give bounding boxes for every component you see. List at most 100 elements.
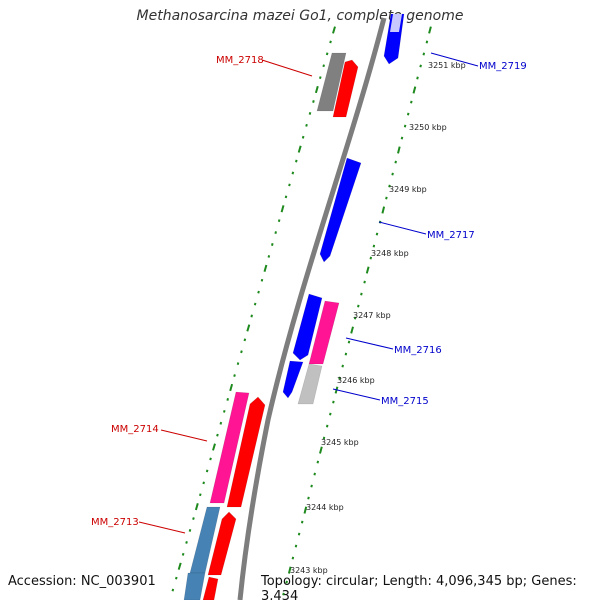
gene-label-MM_2714[interactable]: MM_2714 xyxy=(111,424,159,435)
tick-mark xyxy=(284,195,288,199)
tick-mark xyxy=(199,493,202,497)
tick-mark xyxy=(297,532,301,536)
tick-mark xyxy=(303,506,308,514)
gene-label-MM_2713[interactable]: MM_2713 xyxy=(91,517,139,528)
tick-mark xyxy=(375,232,379,236)
tick-mark xyxy=(288,183,291,187)
tick-mark xyxy=(192,517,195,520)
tick-mark xyxy=(181,552,185,556)
tick-mark xyxy=(236,362,240,366)
tick-mark xyxy=(406,112,410,116)
tick-mark xyxy=(297,145,302,153)
kbp-label: 3247 kbp xyxy=(353,311,391,320)
gene-MM_2717-cds[interactable] xyxy=(319,157,362,263)
tick-mark xyxy=(209,457,212,461)
tick-mark xyxy=(194,503,199,511)
gene-MM_2714-pink-block[interactable] xyxy=(209,391,250,504)
gene-MM_2715-cds[interactable] xyxy=(282,360,304,399)
gene-MM_2714-red-arrow[interactable] xyxy=(226,396,266,508)
tick-mark xyxy=(212,443,216,451)
tick-mark xyxy=(381,206,386,214)
tick-mark xyxy=(338,376,341,380)
tick-mark xyxy=(308,112,312,115)
tick-mark xyxy=(243,338,247,342)
gene-MM_2718-red-arrow[interactable] xyxy=(332,59,359,118)
tick-mark xyxy=(300,520,304,524)
tick-mark xyxy=(322,64,325,68)
tick-mark xyxy=(301,135,305,139)
tick-mark xyxy=(316,460,320,464)
tick-mark xyxy=(363,280,366,284)
outer-tick-track xyxy=(282,26,432,596)
tick-mark xyxy=(223,409,226,413)
tick-mark xyxy=(291,556,295,560)
kbp-label: 3245 kbp xyxy=(321,438,359,447)
gene-label-MM_2718[interactable]: MM_2718 xyxy=(216,55,264,66)
tick-mark xyxy=(267,255,271,258)
tick-mark xyxy=(260,278,264,282)
tick-mark xyxy=(332,26,336,34)
gene-label-MM_2715[interactable]: MM_2715 xyxy=(381,396,429,407)
tick-mark xyxy=(416,76,419,80)
tick-mark xyxy=(291,171,295,175)
kbp-label: 3248 kbp xyxy=(371,249,409,258)
tick-mark xyxy=(325,424,329,428)
tick-mark xyxy=(277,219,281,223)
tick-mark xyxy=(282,592,285,596)
tick-mark xyxy=(205,469,209,473)
tick-mark xyxy=(274,231,277,234)
tick-mark xyxy=(263,264,268,272)
kbp-label: 3250 kbp xyxy=(409,123,447,132)
gene-MM_2719-rna[interactable] xyxy=(390,14,402,32)
gene-bottom-red-arrow[interactable] xyxy=(202,576,219,600)
gene-bottom-steelblue-block[interactable] xyxy=(183,572,206,600)
tick-mark xyxy=(394,160,397,164)
tick-mark xyxy=(171,588,175,592)
genome-backbone xyxy=(237,17,387,600)
gene-MM_2716-pink-block[interactable] xyxy=(308,300,340,365)
gene-label-MM_2717[interactable]: MM_2717 xyxy=(427,230,475,241)
tick-mark xyxy=(400,136,404,140)
tick-mark xyxy=(295,159,298,163)
tick-mark xyxy=(365,266,370,274)
callout-line xyxy=(378,221,427,235)
tick-mark xyxy=(216,433,219,437)
tick-mark xyxy=(314,85,319,94)
gene-label-MM_2719[interactable]: MM_2719 xyxy=(479,61,527,72)
tick-mark xyxy=(344,352,348,356)
tick-mark xyxy=(319,446,323,454)
kbp-label: 3249 kbp xyxy=(389,185,427,194)
tick-mark xyxy=(372,244,376,248)
tick-mark xyxy=(428,26,432,34)
tick-mark xyxy=(233,374,236,377)
tick-mark xyxy=(329,412,332,416)
tick-mark xyxy=(246,324,251,332)
callout-line xyxy=(332,388,381,401)
tick-mark xyxy=(253,302,257,306)
tick-mark xyxy=(257,290,260,294)
tick-mark xyxy=(388,184,391,188)
gene-MM_2713-red-arrow[interactable] xyxy=(207,511,237,576)
tick-mark xyxy=(226,398,229,401)
tick-mark xyxy=(425,40,429,44)
tick-mark xyxy=(385,196,388,200)
gene-MM_2715-gray-block[interactable] xyxy=(297,363,323,405)
tick-mark xyxy=(369,256,373,260)
gene-label-MM_2716[interactable]: MM_2716 xyxy=(394,345,442,356)
tick-mark xyxy=(307,496,310,500)
tick-mark xyxy=(310,484,313,488)
tick-mark xyxy=(240,350,243,354)
tick-mark xyxy=(403,124,407,128)
tick-mark xyxy=(177,562,182,570)
tick-mark xyxy=(325,52,329,56)
tick-mark xyxy=(350,326,354,334)
kbp-label: 3243 kbp xyxy=(290,566,328,575)
kbp-tick-labels: 3251 kbp 3250 kbp 3249 kbp 3248 kbp 3247… xyxy=(290,61,466,575)
tick-mark xyxy=(185,541,188,544)
gene-MM_2718-gray-block[interactable] xyxy=(316,52,347,112)
tick-mark xyxy=(341,364,344,368)
tick-mark xyxy=(412,86,417,94)
gene-MM_2716-cds[interactable] xyxy=(292,293,323,361)
